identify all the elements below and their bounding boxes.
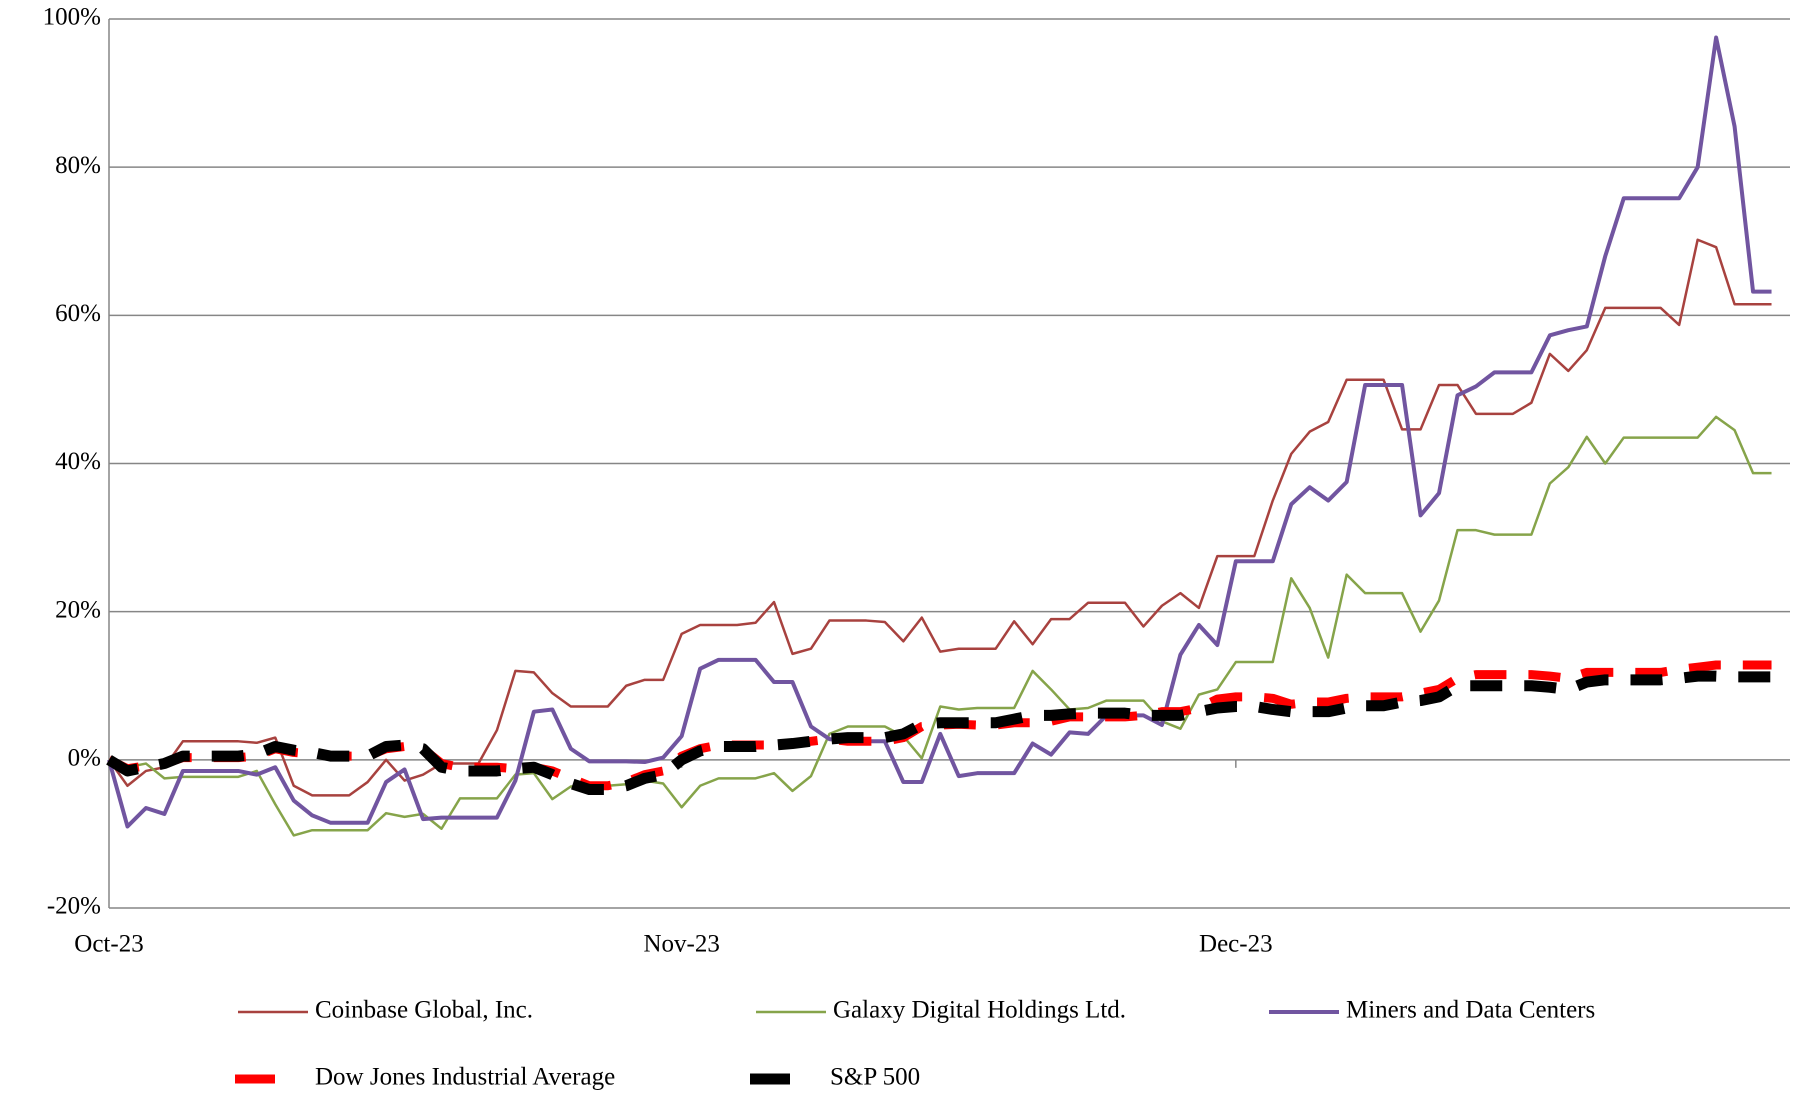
y-tick-label: 40% [55,448,101,475]
series-line [107,238,1772,797]
x-tick-label: Dec-23 [1199,931,1273,958]
legend-label: Dow Jones Industrial Average [315,1064,615,1091]
x-tick-label: Oct-23 [74,931,143,958]
series-line [107,35,1772,829]
x-tick-label: Nov-23 [643,931,719,958]
series-line [108,415,1772,837]
y-tick-label: -20% [47,893,101,920]
legend-label: S&P 500 [830,1064,920,1091]
y-tick-label: 100% [43,4,101,31]
legend-label: Miners and Data Centers [1346,997,1595,1024]
legend-label: Coinbase Global, Inc. [315,997,533,1024]
series-line [106,670,1772,795]
y-tick-label: 20% [55,596,101,623]
y-tick-label: 60% [55,300,101,327]
y-tick-label: 80% [55,152,101,179]
legend-label: Galaxy Digital Holdings Ltd. [833,997,1126,1024]
y-tick-label: 0% [68,745,101,772]
